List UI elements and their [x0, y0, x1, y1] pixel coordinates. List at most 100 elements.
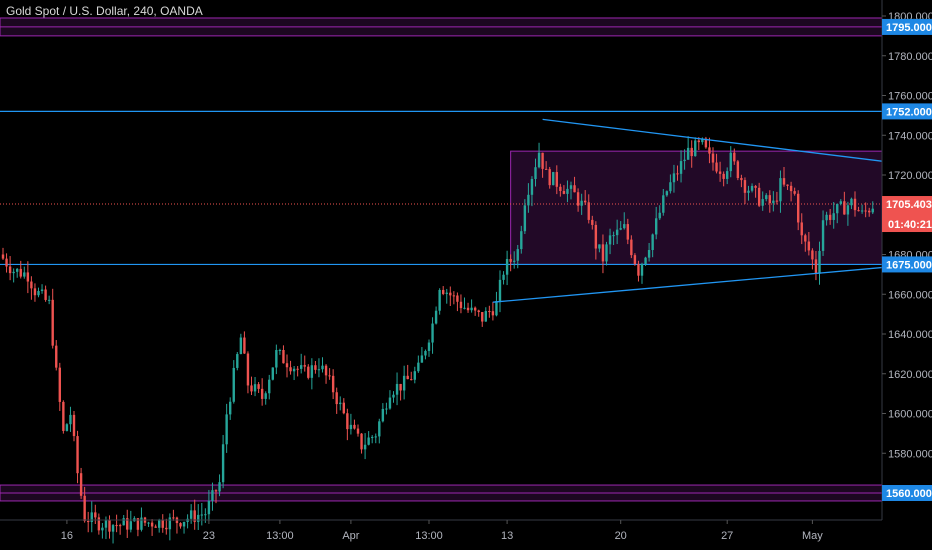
- candle-body: [402, 375, 406, 391]
- candle-body: [378, 421, 381, 437]
- candle-body: [481, 312, 484, 322]
- candle-body: [246, 353, 250, 386]
- y-tick-label: 1620.000: [888, 369, 932, 381]
- y-tick-label: 1580.000: [888, 448, 932, 460]
- candle-body: [314, 365, 317, 370]
- x-tick-label: 13: [501, 530, 513, 542]
- candle-body: [509, 258, 512, 262]
- candle-body: [335, 392, 338, 405]
- zone-tag-0: 1795.000: [886, 22, 932, 34]
- x-tick-label: Apr: [342, 530, 359, 542]
- candle-body: [718, 171, 722, 174]
- candle-body: [498, 279, 502, 301]
- candle-body: [715, 162, 718, 172]
- candle-body: [605, 244, 608, 262]
- last-price-tag-countdown: 01:40:21: [888, 219, 932, 231]
- candle-body: [853, 198, 857, 211]
- candle-body: [296, 368, 299, 370]
- candle-body: [94, 512, 97, 518]
- candle-body: [260, 388, 264, 399]
- candle-body: [225, 414, 228, 445]
- y-tick-label: 1740.000: [888, 130, 932, 142]
- candle-body: [200, 514, 203, 516]
- candle-body: [165, 527, 168, 530]
- candle-body: [115, 525, 118, 527]
- candle-body: [324, 365, 328, 376]
- candle-body: [87, 521, 90, 523]
- candle-body: [420, 355, 424, 363]
- candle-body: [537, 152, 541, 168]
- candle-body: [264, 393, 267, 399]
- zone-tag-0-bg: [882, 18, 932, 35]
- candle-body: [239, 337, 243, 355]
- candle-body: [90, 512, 93, 522]
- candle-body: [548, 169, 551, 186]
- candle-body: [126, 518, 129, 530]
- candle-body: [502, 274, 505, 280]
- candle-body: [828, 214, 832, 220]
- candle-body: [374, 436, 377, 438]
- y-tick-label: 1640.000: [888, 329, 932, 341]
- candle-body: [463, 307, 466, 309]
- candle-body: [69, 414, 72, 425]
- candle-body: [757, 187, 761, 206]
- candle-body: [26, 272, 30, 282]
- candle-body: [339, 402, 342, 405]
- candle-body: [406, 375, 409, 380]
- candle-body: [321, 365, 324, 370]
- candle-body: [470, 307, 473, 311]
- chart-title: Gold Spot / U.S. Dollar, 240, OANDA: [6, 4, 203, 18]
- candle-body: [672, 173, 676, 183]
- candle-body: [676, 173, 679, 175]
- candle-body: [381, 408, 385, 422]
- candle-body: [800, 222, 803, 236]
- candle-body: [5, 258, 8, 267]
- candle-body: [726, 171, 729, 179]
- candle-body: [30, 281, 33, 289]
- candle-body: [172, 517, 175, 519]
- candle-body: [530, 179, 534, 195]
- candle-body: [747, 190, 750, 193]
- candle-body: [55, 345, 58, 368]
- candle-body: [363, 444, 367, 450]
- candle-body: [47, 299, 51, 301]
- candle-body: [772, 200, 775, 204]
- candle-body: [686, 147, 690, 160]
- candle-body: [211, 490, 214, 501]
- candle-body: [346, 413, 349, 430]
- candle-body: [811, 250, 814, 260]
- candle-body: [442, 289, 445, 294]
- candle-body: [544, 168, 548, 170]
- candle-body: [65, 424, 69, 431]
- x-tick-label: 23: [203, 530, 215, 542]
- candle-body: [850, 198, 853, 206]
- level-tag-1: 1675.000: [886, 259, 932, 271]
- candle-body: [797, 193, 800, 223]
- candle-body: [250, 385, 253, 392]
- candle-body: [328, 375, 331, 377]
- candle-body: [257, 384, 260, 389]
- candle-body: [19, 268, 22, 277]
- candle-body: [33, 288, 37, 296]
- candle-body: [534, 167, 537, 180]
- candle-body: [331, 375, 335, 393]
- candle-body: [395, 383, 399, 395]
- candle-body: [740, 178, 743, 181]
- candle-body: [136, 518, 140, 530]
- candle-body: [491, 311, 495, 316]
- candle-body: [683, 159, 686, 162]
- candle-body: [349, 424, 353, 430]
- y-tick-label: 1720.000: [888, 170, 932, 182]
- candle-body: [608, 235, 612, 245]
- candle-body: [104, 519, 108, 528]
- candle-body: [150, 522, 154, 527]
- candle-body: [584, 200, 587, 203]
- candle-body: [37, 291, 40, 296]
- candle-body: [743, 180, 747, 193]
- candle-body: [221, 444, 225, 483]
- candle-body: [697, 140, 700, 143]
- candle-body: [527, 194, 530, 206]
- candle-body: [154, 526, 157, 528]
- candle-body: [765, 195, 768, 200]
